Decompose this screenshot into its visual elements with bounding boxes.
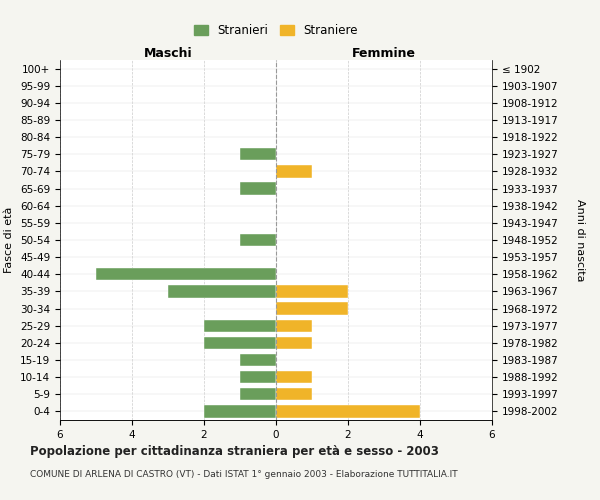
Bar (96, 268, 276, 280)
Y-axis label: Anni di nascita: Anni di nascita (575, 198, 585, 281)
Bar (276, 320, 312, 332)
Bar (276, 388, 312, 400)
Bar (204, 320, 276, 332)
Bar (276, 371, 312, 384)
Legend: Stranieri, Straniere: Stranieri, Straniere (189, 19, 363, 42)
Bar (276, 406, 420, 417)
Text: COMUNE DI ARLENA DI CASTRO (VT) - Dati ISTAT 1° gennaio 2003 - Elaborazione TUTT: COMUNE DI ARLENA DI CASTRO (VT) - Dati I… (30, 470, 458, 479)
Bar (276, 286, 348, 298)
Bar (204, 336, 276, 349)
Bar (204, 406, 276, 417)
Bar (240, 371, 276, 384)
Bar (240, 234, 276, 246)
Bar (276, 166, 312, 177)
Bar (240, 354, 276, 366)
Bar (240, 182, 276, 194)
Bar (168, 286, 276, 298)
Bar (240, 388, 276, 400)
Y-axis label: Fasce di età: Fasce di età (4, 207, 14, 273)
Bar (240, 148, 276, 160)
Text: Femmine: Femmine (352, 47, 416, 60)
Text: Maschi: Maschi (143, 47, 193, 60)
Text: Popolazione per cittadinanza straniera per età e sesso - 2003: Popolazione per cittadinanza straniera p… (30, 445, 439, 458)
Bar (276, 302, 348, 314)
Bar (276, 336, 312, 349)
